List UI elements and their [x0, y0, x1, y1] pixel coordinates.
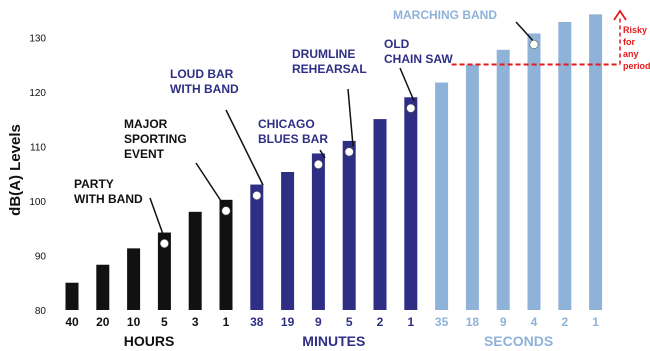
annotation-label: WITH BAND	[170, 82, 239, 96]
x-tick-label: 20	[96, 315, 110, 329]
x-tick-label: 2	[561, 315, 568, 329]
bar	[65, 282, 79, 310]
bar	[127, 248, 141, 310]
x-tick-label: 1	[407, 315, 414, 329]
bar	[435, 82, 449, 310]
x-tick-label: 5	[161, 315, 168, 329]
threshold-arrow-head	[613, 9, 627, 21]
callout-dot	[159, 239, 169, 249]
x-tick-label: 1	[223, 315, 230, 329]
annotation-label: DRUMLINE	[292, 47, 355, 61]
x-tick-label: 10	[127, 315, 141, 329]
callout-line	[319, 149, 326, 159]
bar	[527, 33, 541, 311]
annotation-label: LOUD BAR	[170, 67, 234, 81]
callout-line	[399, 67, 415, 102]
bar	[589, 14, 603, 310]
threshold-label: period	[623, 61, 650, 71]
callout-dot	[221, 206, 231, 216]
y-tick-label: 90	[35, 251, 47, 262]
annotation-label: MAJOR	[124, 117, 168, 131]
y-tick-label: 80	[35, 306, 47, 317]
annotation-label: PARTY	[74, 177, 114, 191]
y-tick-label: 110	[30, 142, 46, 153]
x-tick-label: 18	[466, 315, 480, 329]
y-tick-label: 100	[29, 197, 46, 208]
bar	[219, 199, 233, 310]
x-tick-label: 1	[592, 315, 599, 329]
bar	[342, 140, 356, 310]
annotation-label: CHAIN SAW	[384, 52, 453, 66]
x-tick-label: 38	[250, 315, 264, 329]
callout-dot	[252, 191, 262, 201]
group-label: MINUTES	[302, 333, 365, 349]
x-tick-label: 19	[281, 315, 295, 329]
y-tick-label: 130	[29, 33, 46, 44]
annotation-label: SPORTING	[124, 132, 187, 146]
x-tick-label: 40	[65, 315, 79, 329]
callout-dot	[313, 159, 323, 169]
x-tick-label: 9	[500, 315, 507, 329]
threshold-label: Risky	[623, 25, 647, 35]
annotation-label: REHEARSAL	[292, 62, 367, 76]
y-tick-label: 120	[29, 88, 46, 99]
group-label: HOURS	[124, 333, 175, 349]
annotation-label: WITH BAND	[74, 192, 143, 206]
bar	[96, 264, 110, 310]
annotation-label: MARCHING BAND	[393, 8, 497, 22]
y-axis-label: dB(A) Levels	[7, 124, 24, 216]
x-tick-label: 9	[315, 315, 322, 329]
callout-dot	[529, 39, 539, 49]
x-tick-label: 3	[192, 315, 199, 329]
callout-line	[225, 109, 264, 186]
callout-line	[347, 88, 354, 147]
bar	[373, 119, 387, 310]
bar	[281, 172, 295, 310]
x-tick-label: 35	[435, 315, 449, 329]
threshold-label: for	[623, 37, 635, 47]
bar	[558, 22, 572, 310]
bar	[188, 211, 202, 310]
annotation-label: EVENT	[124, 147, 165, 161]
bar	[250, 184, 264, 310]
bar	[465, 64, 479, 310]
callout-line	[149, 197, 165, 238]
annotation-label: CHICAGO	[258, 117, 315, 131]
bar	[157, 232, 171, 310]
bar	[311, 153, 325, 310]
threshold-label: any	[623, 49, 639, 59]
callout-line	[195, 162, 226, 208]
callout-dot	[406, 103, 416, 113]
annotation-label: OLD	[384, 37, 410, 51]
bar	[404, 97, 418, 310]
x-tick-label: 4	[531, 315, 538, 329]
annotation-label: BLUES BAR	[258, 132, 328, 146]
callout-dot	[344, 147, 354, 157]
x-tick-label: 5	[346, 315, 353, 329]
group-label: SECONDS	[484, 333, 553, 349]
x-tick-label: 2	[377, 315, 384, 329]
bar	[496, 49, 510, 311]
